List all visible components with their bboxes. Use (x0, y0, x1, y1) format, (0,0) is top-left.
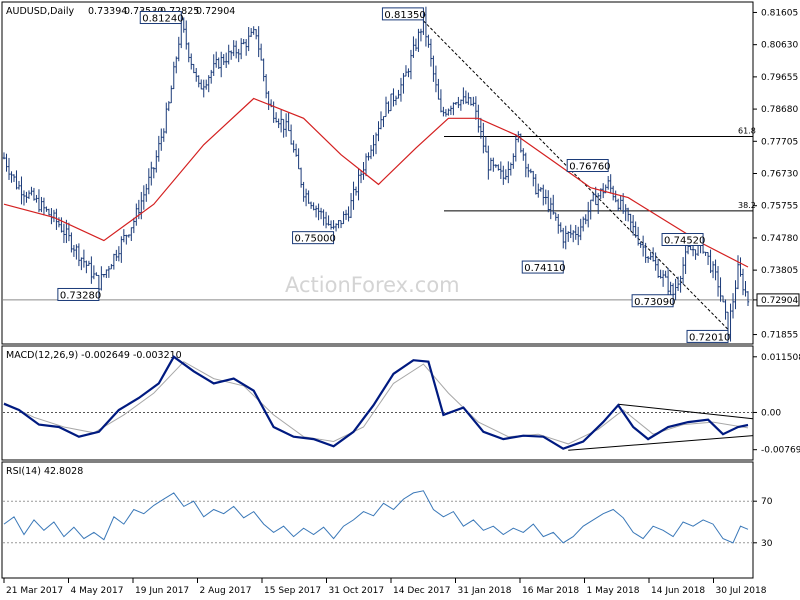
pivot-label-box (57, 287, 100, 301)
pivot-label-box (292, 231, 335, 245)
date-tick-label: 31 Jan 2018 (458, 586, 512, 596)
date-tick-label: 19 Jun 2017 (135, 586, 189, 596)
date-tick-label: 2 Aug 2017 (200, 586, 252, 596)
date-axis: 21 Mar 2017 4 May 2017 19 Jun 2017 2 Aug 20… (3, 578, 767, 596)
pivot-label: 0.81350 (384, 10, 425, 21)
pivot-label-box (139, 11, 182, 25)
ohlc-open: 0.73394 (88, 6, 127, 17)
symbol-label: AUDUSD,Daily (6, 6, 75, 17)
pivot-label: 0.76760 (569, 162, 610, 173)
price-pane-frame (1, 1, 754, 345)
macd-pane-frame (1, 345, 754, 461)
macd-triangle-upper (618, 403, 754, 420)
price-tick-label: 0.72904 (761, 296, 798, 306)
fib-level-label: 38.2 (738, 201, 756, 210)
date-tick-label: 14 Jun 2018 (651, 586, 705, 596)
date-tick-label: 15 Sep 2017 (264, 586, 321, 596)
price-tick-label: 0.71855 (761, 331, 798, 341)
date-tick-label: 1 May 2018 (587, 586, 640, 596)
date-tick-label: 14 Dec 2017 (393, 586, 451, 596)
pivot-label: 0.73280 (60, 290, 101, 301)
last-price-marker (756, 293, 800, 307)
macd-signal-line (3, 361, 749, 445)
price-tick-label: 0.74780 (761, 234, 798, 244)
rsi-tick-label: 30 (761, 539, 773, 549)
price-bars (2, 6, 750, 342)
pivot-label-box (566, 159, 609, 173)
date-tick-label: 4 May 2017 (71, 586, 124, 596)
moving-average-line (3, 97, 749, 268)
price-tick-label: 0.80630 (761, 41, 798, 51)
pivot-label: 0.81240 (142, 14, 183, 25)
pivot-label: 0.74110 (524, 263, 565, 274)
price-tick-label: 0.76730 (761, 170, 798, 180)
pivot-label-box (661, 233, 704, 247)
watermark: ActionForex.com (285, 273, 460, 297)
pivot-label-box (381, 7, 424, 21)
price-tick-label: 0.81605 (761, 8, 798, 18)
macd-tick-label: -0.007694 (761, 446, 800, 456)
pivot-label-box (631, 294, 674, 308)
price-tick-label: 0.73805 (761, 266, 798, 276)
macd-triangle-lower (568, 435, 754, 451)
pivot-label: 0.73090 (634, 297, 675, 308)
pivot-label-box (686, 329, 729, 343)
price-axis: 0.81605 0.80630 0.79655 0.78680 0.77705 0.767… (753, 8, 800, 341)
rsi-axis: 70 30 (753, 497, 773, 549)
pivot-label: 0.74520 (664, 236, 705, 247)
macd-line (3, 355, 749, 450)
macd-tick-label: 0.011508 (761, 353, 800, 363)
price-tick-label: 0.79655 (761, 73, 798, 83)
date-tick-label: 31 Oct 2017 (329, 586, 385, 596)
downtrend-line (423, 20, 729, 330)
ohlc-close: 0.72904 (196, 6, 235, 17)
rsi-tick-label: 70 (761, 497, 773, 507)
macd-layer (3, 355, 754, 451)
pivot-label: 0.75000 (295, 234, 336, 245)
price-tick-label: 0.75755 (761, 202, 798, 212)
date-tick-label: 21 Mar 2017 (6, 586, 63, 596)
rsi-label: RSI(14) 42.8028 (6, 466, 83, 477)
price-layer: 61.8 38.2 0.81240 0.81350 0.73280 0.75000 0.76… (2, 6, 756, 343)
macd-tick-label: 0.00 (761, 408, 781, 418)
date-tick-label: 30 Jul 2018 (716, 586, 767, 596)
date-tick-label: 16 Mar 2018 (522, 586, 579, 596)
macd-label: MACD(12,26,9) -0.002649 -0.003210 (6, 350, 182, 361)
pivot-label-box (521, 260, 564, 274)
rsi-pane-frame (1, 461, 754, 579)
macd-axis: 0.011508 0.00 -0.007694 (753, 353, 800, 456)
pivot-label: 0.72010 (689, 332, 730, 343)
rsi-layer (3, 490, 753, 544)
fib-level-label: 61.8 (738, 127, 756, 136)
price-tick-label: 0.77705 (761, 137, 798, 147)
rsi-line (3, 490, 749, 544)
price-tick-label: 0.78680 (761, 105, 798, 115)
